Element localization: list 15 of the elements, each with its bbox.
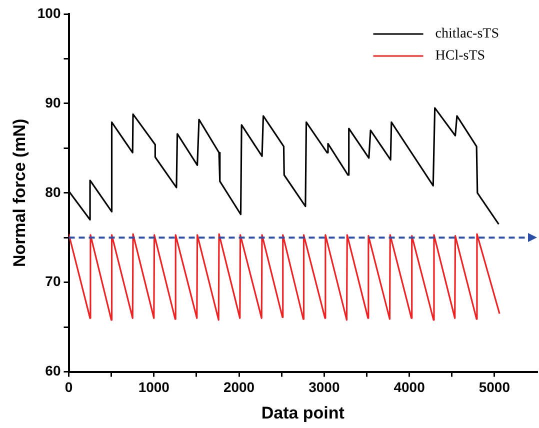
x-tick-label: 3000 [308, 379, 340, 396]
x-tick-label: 1000 [138, 379, 170, 396]
y-tick-label: 90 [45, 94, 61, 110]
legend-label: HCl-sTS [435, 48, 486, 64]
legend-label: chitlac-sTS [435, 26, 500, 42]
x-tick-label: 0 [64, 379, 73, 396]
y-tick-label: 80 [45, 184, 61, 200]
y-tick-label: 60 [45, 362, 61, 379]
y-tick-label: 70 [45, 273, 61, 290]
x-tick-label: 4000 [394, 379, 426, 396]
y-tick-label: 100 [37, 4, 61, 21]
x-tick-label: 5000 [478, 379, 510, 396]
x-axis-title: Data point [261, 403, 345, 422]
x-tick-label: 2000 [223, 379, 255, 396]
y-axis-title: Normal force (mN) [10, 118, 29, 268]
